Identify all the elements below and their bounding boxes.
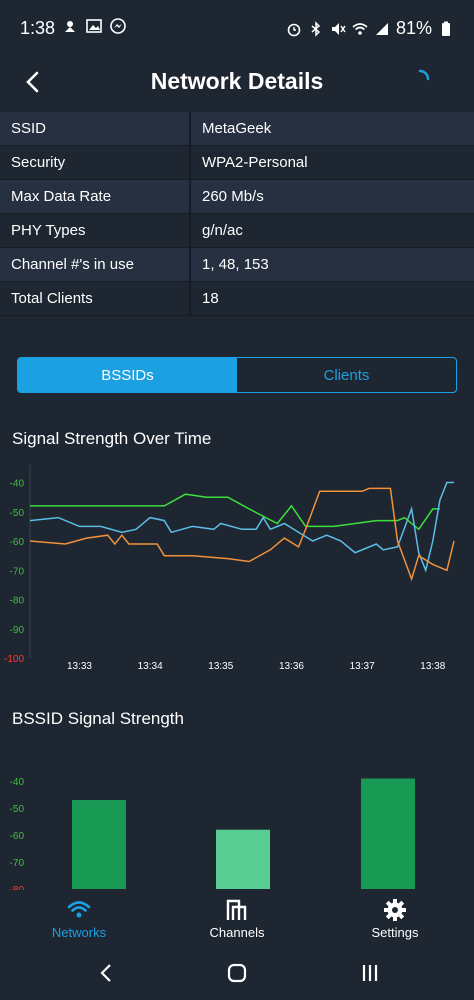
signal-icon xyxy=(375,22,388,35)
y-tick-label: -80 xyxy=(10,596,25,607)
table-row: Security WPA2-Personal xyxy=(0,145,474,180)
system-status-icons: 81% xyxy=(286,18,454,39)
system-navigation-bar xyxy=(0,948,474,1000)
bluetooth-icon xyxy=(311,20,321,37)
y-tick-label: -50 xyxy=(10,508,25,519)
loading-spinner-icon xyxy=(418,69,430,81)
bssid-bar[interactable] xyxy=(72,800,126,889)
header: Network Details xyxy=(0,60,474,112)
system-home-button[interactable] xyxy=(226,962,248,984)
detail-key: Channel #'s in use xyxy=(0,247,191,282)
detail-value: 18 xyxy=(190,281,474,316)
alarm-icon xyxy=(287,23,301,36)
y-tick-label: -90 xyxy=(10,625,25,636)
wifi-status-icon xyxy=(352,22,368,35)
detail-value: 1, 48, 153 xyxy=(190,247,474,282)
battery-icon xyxy=(442,21,450,36)
y-tick-label: -70 xyxy=(10,566,25,577)
series-line-blue xyxy=(29,481,454,573)
y-tick-label: -40 xyxy=(10,479,25,490)
network-details-table: SSID MetaGeek Security WPA2-Personal Max D… xyxy=(0,112,474,316)
series-line-orange xyxy=(29,487,455,582)
x-tick-label: 13:38 xyxy=(420,661,445,672)
signal-strength-line-chart: -40 -50 -60 -70 -80 -90 -100 13:33 13:34 13:35 13:… xyxy=(4,465,455,672)
x-tick-label: 13:34 xyxy=(138,661,163,672)
system-back-button[interactable] xyxy=(96,962,116,984)
y-tick-label: -80 xyxy=(10,885,25,890)
battery-percent: 81% xyxy=(395,18,432,38)
table-row: Channel #'s in use 1, 48, 153 xyxy=(0,247,474,282)
bssid-bar[interactable] xyxy=(361,778,415,889)
bssid-chart-title: BSSID Signal Strength xyxy=(12,709,184,728)
bssid-bar[interactable] xyxy=(216,829,270,889)
nav-channels[interactable]: Channels xyxy=(177,890,297,948)
nav-label-channels: Channels xyxy=(209,925,265,940)
wifi-icon xyxy=(67,901,91,918)
app-notification-icon xyxy=(65,21,75,32)
detail-key: Max Data Rate xyxy=(0,179,191,214)
page-title: Network Details xyxy=(150,68,324,94)
messenger-icon xyxy=(110,18,126,34)
status-time: 1:38 xyxy=(20,18,56,38)
notification-icons xyxy=(62,18,126,34)
back-button[interactable] xyxy=(20,68,48,96)
y-tick-label: -60 xyxy=(10,831,25,842)
view-toggle: BSSIDs Clients xyxy=(17,357,457,393)
detail-key: PHY Types xyxy=(0,213,191,248)
detail-key: Security xyxy=(0,145,191,180)
detail-value: 260 Mb/s xyxy=(190,179,474,214)
y-tick-label: -100 xyxy=(4,654,24,665)
nav-label-networks: Networks xyxy=(51,925,107,940)
x-tick-label: 13:37 xyxy=(350,661,375,672)
nav-settings[interactable]: Settings xyxy=(335,890,455,948)
series-line-green xyxy=(30,493,440,531)
y-tick-label: -50 xyxy=(10,804,25,815)
table-row: SSID MetaGeek xyxy=(0,112,474,146)
y-tick-label: -60 xyxy=(10,537,25,548)
detail-key: Total Clients xyxy=(0,281,191,316)
channels-icon xyxy=(226,899,247,920)
x-tick-label: 13:33 xyxy=(67,661,92,672)
mute-icon xyxy=(331,22,346,35)
table-row: Total Clients 18 xyxy=(0,281,474,316)
signal-chart-title: Signal Strength Over Time xyxy=(12,429,212,448)
table-row: Max Data Rate 260 Mb/s xyxy=(0,179,474,214)
nav-networks[interactable]: Networks xyxy=(19,890,139,948)
gear-icon xyxy=(384,899,406,921)
x-tick-label: 13:36 xyxy=(279,661,304,672)
system-recents-button[interactable] xyxy=(360,962,380,984)
y-tick-label: -40 xyxy=(10,777,25,788)
tab-clients[interactable]: Clients xyxy=(323,366,370,384)
detail-key: SSID xyxy=(0,112,191,146)
bottom-navigation: Networks Channels Settings xyxy=(0,890,474,948)
detail-value: WPA2-Personal xyxy=(190,145,474,180)
nav-label-settings: Settings xyxy=(371,925,419,940)
detail-value: g/n/ac xyxy=(190,213,474,248)
y-tick-label: -70 xyxy=(10,858,25,869)
gallery-icon xyxy=(86,19,102,33)
x-tick-label: 13:35 xyxy=(208,661,233,672)
detail-value: MetaGeek xyxy=(190,112,474,146)
status-bar: 1:38 81% xyxy=(0,0,474,60)
tab-bssids[interactable]: BSSIDs xyxy=(18,358,237,392)
bssid-signal-bar-chart: -40 -50 -60 -70 -80 xyxy=(10,777,415,890)
table-row: PHY Types g/n/ac xyxy=(0,213,474,248)
